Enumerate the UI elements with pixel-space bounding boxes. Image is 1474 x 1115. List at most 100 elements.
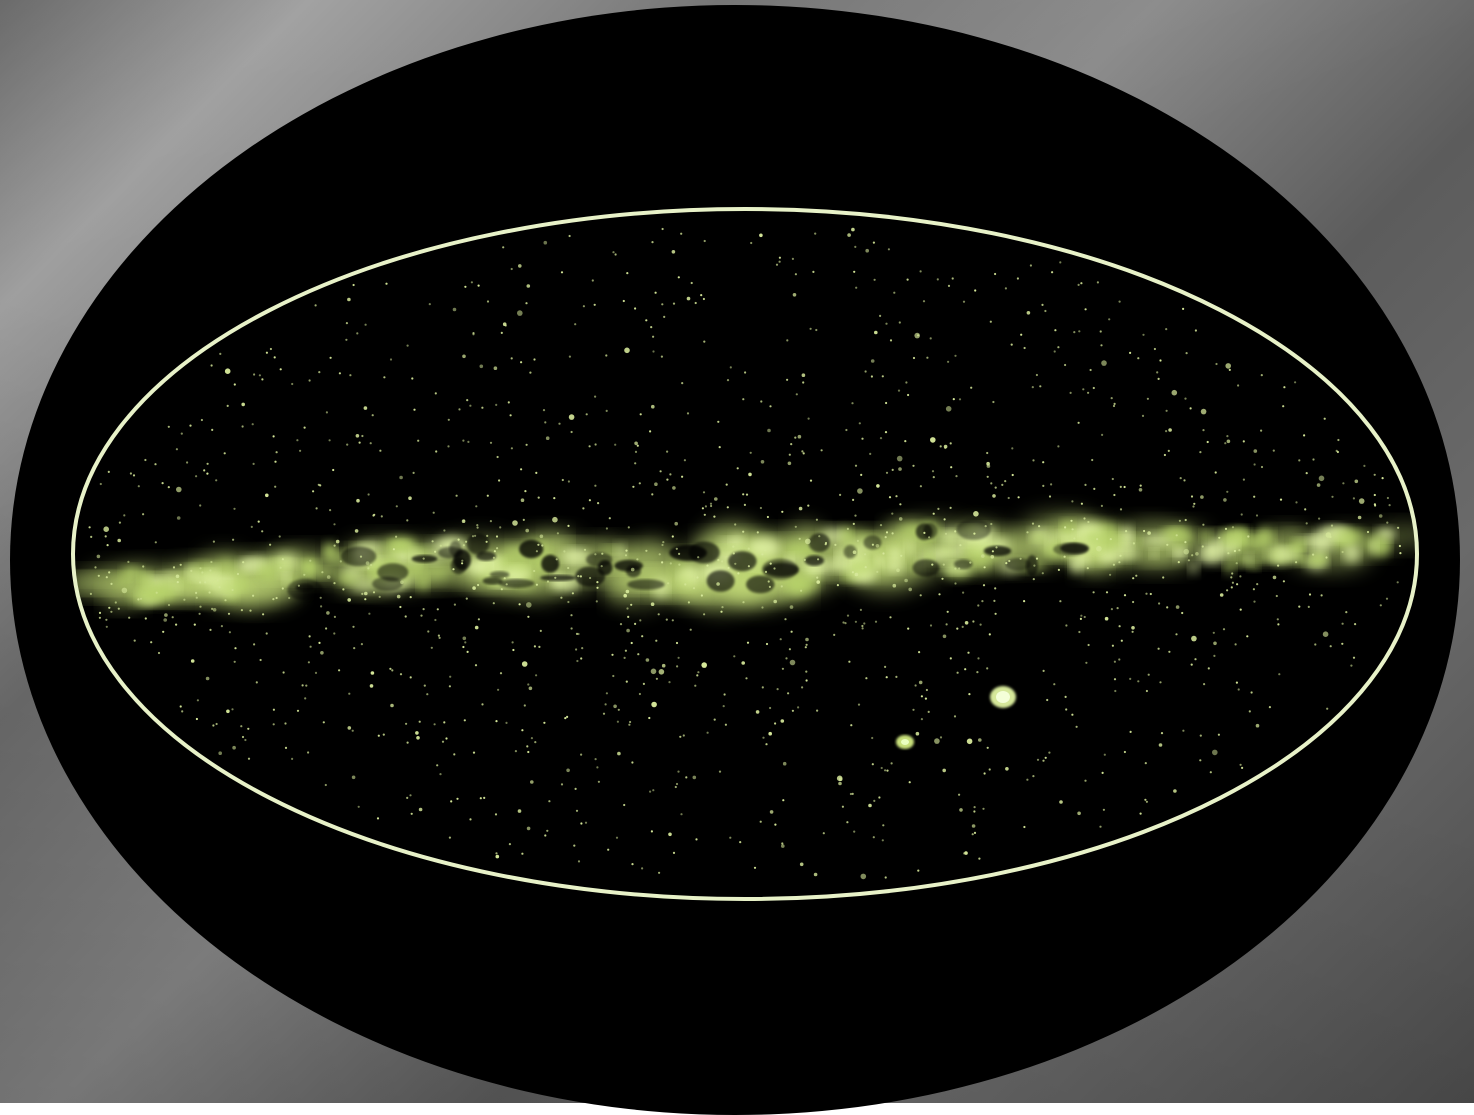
star: [1255, 723, 1260, 728]
star: [308, 635, 311, 638]
star: [400, 580, 404, 585]
star: [325, 411, 328, 414]
star: [725, 483, 728, 486]
star: [890, 762, 893, 765]
star: [1054, 329, 1057, 332]
star: [692, 775, 697, 780]
star: [546, 580, 550, 583]
star: [526, 745, 529, 748]
dust-lane: [627, 579, 665, 590]
star: [332, 468, 335, 472]
star: [678, 552, 681, 556]
star: [645, 319, 648, 322]
star: [179, 705, 182, 708]
star: [338, 372, 341, 375]
star: [938, 593, 941, 596]
star: [931, 470, 935, 473]
star: [486, 534, 489, 538]
star: [560, 596, 563, 599]
star: [1378, 514, 1383, 518]
star: [324, 783, 327, 787]
star: [255, 681, 258, 684]
star: [351, 775, 356, 780]
star: [863, 622, 866, 625]
star: [1206, 440, 1209, 444]
star: [932, 512, 935, 515]
star: [539, 629, 542, 633]
star: [652, 789, 655, 792]
star: [805, 679, 808, 682]
star: [369, 442, 372, 445]
star: [1342, 482, 1345, 485]
star: [616, 720, 620, 723]
band-knot: [1162, 529, 1187, 537]
star: [1194, 658, 1197, 661]
star: [357, 805, 360, 808]
star: [926, 356, 929, 359]
band-knot: [1369, 539, 1379, 554]
star: [495, 852, 498, 855]
star: [613, 704, 617, 709]
star: [211, 428, 214, 431]
star: [281, 587, 284, 590]
star: [288, 596, 291, 600]
star: [671, 250, 676, 254]
star: [881, 839, 884, 842]
star: [498, 479, 501, 482]
star: [954, 567, 957, 570]
star: [155, 591, 158, 594]
star: [931, 563, 934, 566]
star: [854, 464, 858, 467]
star: [1357, 515, 1362, 520]
star: [709, 502, 713, 505]
star: [900, 554, 903, 557]
star: [215, 479, 218, 482]
star: [868, 803, 872, 808]
star: [278, 535, 281, 538]
star: [791, 257, 795, 260]
star: [399, 475, 403, 480]
star: [567, 524, 570, 528]
star: [1075, 725, 1078, 728]
star: [864, 370, 867, 373]
star: [352, 283, 355, 287]
star: [631, 761, 634, 764]
star: [665, 618, 668, 621]
star: [795, 393, 798, 396]
star: [1242, 440, 1245, 443]
star: [333, 544, 336, 547]
star: [570, 627, 573, 630]
star: [510, 357, 513, 360]
star: [502, 246, 505, 249]
band-knot: [786, 576, 808, 594]
star: [404, 615, 407, 618]
star: [1004, 287, 1008, 290]
star: [347, 297, 351, 302]
star: [208, 591, 211, 594]
star: [216, 579, 219, 582]
star: [1325, 556, 1328, 559]
star: [1038, 525, 1041, 528]
star: [864, 566, 867, 569]
star: [175, 448, 178, 451]
star: [833, 633, 836, 637]
star: [1149, 592, 1152, 596]
star: [1118, 300, 1121, 303]
star: [545, 436, 550, 441]
star: [309, 645, 312, 648]
star: [680, 813, 683, 816]
star: [950, 466, 953, 469]
star: [964, 621, 969, 625]
star: [538, 645, 541, 649]
star: [958, 567, 961, 570]
star: [98, 616, 101, 619]
star: [496, 455, 499, 459]
star: [1087, 643, 1090, 647]
star: [636, 558, 639, 561]
star: [661, 663, 666, 668]
star: [364, 598, 367, 601]
star: [816, 709, 819, 712]
star: [1236, 583, 1239, 586]
star: [766, 515, 770, 519]
star: [1182, 729, 1185, 732]
